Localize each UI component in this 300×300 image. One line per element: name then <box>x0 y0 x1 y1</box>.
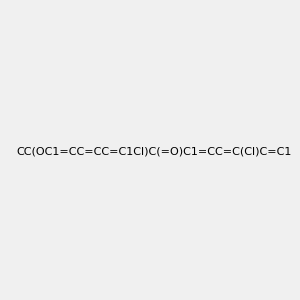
Text: CC(OC1=CC=CC=C1Cl)C(=O)C1=CC=C(Cl)C=C1: CC(OC1=CC=CC=C1Cl)C(=O)C1=CC=C(Cl)C=C1 <box>16 146 291 157</box>
